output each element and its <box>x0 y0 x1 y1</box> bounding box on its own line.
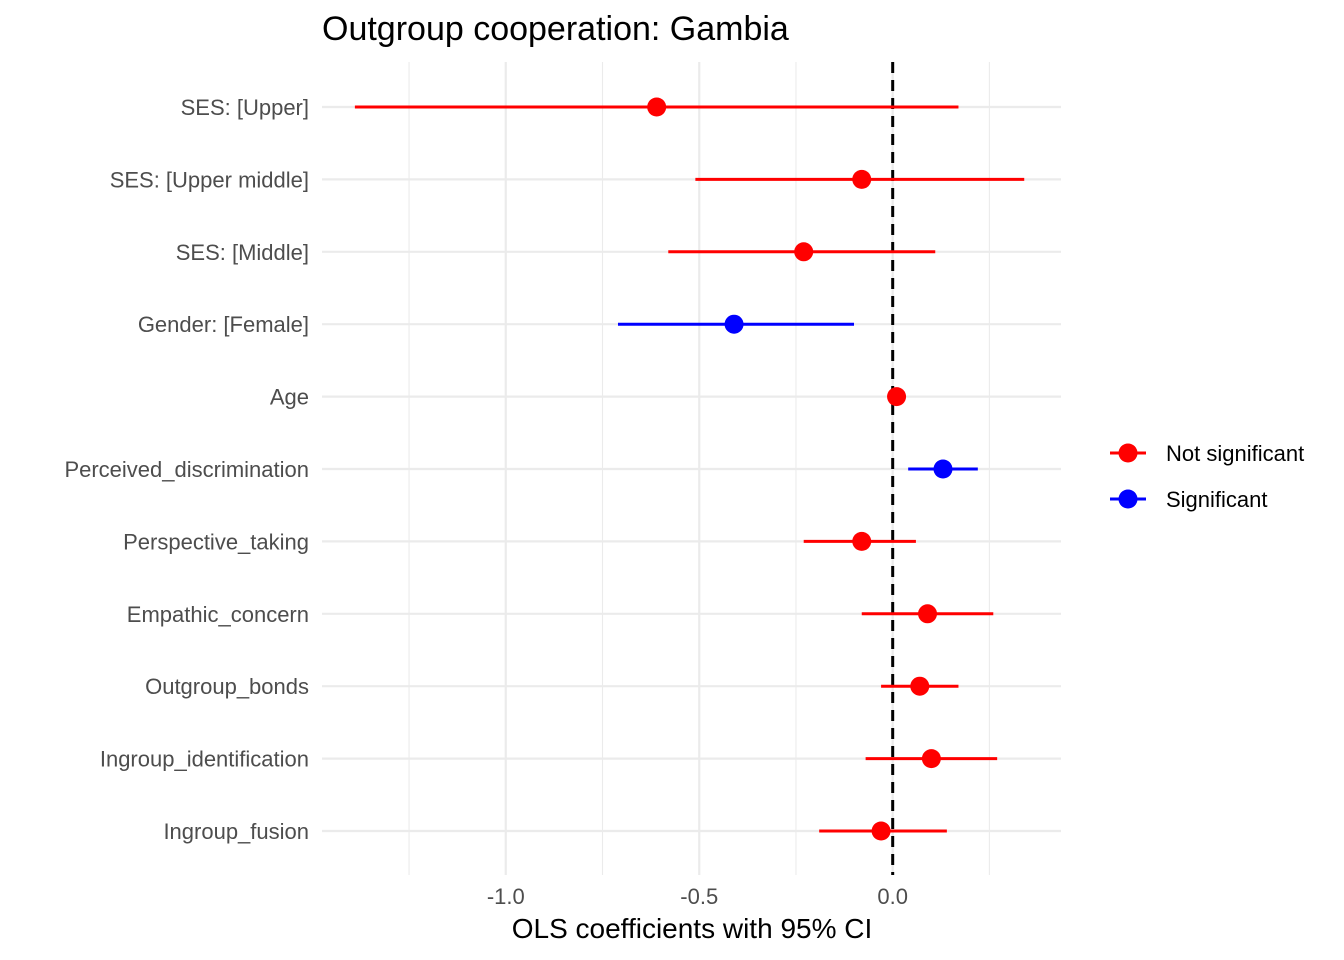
coefficient-point <box>910 676 930 696</box>
chart-title: Outgroup cooperation: Gambia <box>322 10 789 48</box>
coefficient-point <box>724 314 744 334</box>
coefficient-point <box>852 531 872 551</box>
coefficient-point <box>794 242 814 262</box>
coefficient-point <box>933 459 953 479</box>
coefficient-point <box>887 387 907 407</box>
x-tick-label: 0.0 <box>877 884 908 909</box>
y-tick-label: SES: [Upper] <box>181 95 309 120</box>
legend: Not significant Significant <box>1110 441 1304 512</box>
coefficient-point <box>918 604 938 624</box>
y-tick-label: Age <box>270 385 309 410</box>
y-tick-label: Perspective_taking <box>123 529 309 554</box>
legend-label: Not significant <box>1166 441 1304 466</box>
x-axis-tick-labels: -1.0 -0.5 0.0 <box>487 884 908 909</box>
y-tick-label: SES: [Middle] <box>176 240 309 265</box>
x-tick-label: -1.0 <box>487 884 525 909</box>
x-tick-label: -0.5 <box>680 884 718 909</box>
legend-key-point <box>1118 443 1138 463</box>
coefficient-point <box>852 169 872 189</box>
legend-label: Significant <box>1166 487 1268 512</box>
coefficient-point <box>921 749 941 769</box>
x-axis-label: OLS coefficients with 95% CI <box>512 913 873 944</box>
y-tick-label: Ingroup_fusion <box>163 819 309 844</box>
coefficient-marks <box>354 97 1025 841</box>
y-tick-label: SES: [Upper middle] <box>110 167 309 192</box>
coefficient-point <box>647 97 667 117</box>
coefficient-point <box>871 821 891 841</box>
y-tick-label: Ingroup_identification <box>100 747 309 772</box>
y-axis-tick-labels: SES: [Upper] SES: [Upper middle] SES: [Mid… <box>64 95 309 844</box>
y-tick-label: Gender: [Female] <box>138 312 309 337</box>
y-tick-label: Outgroup_bonds <box>145 674 309 699</box>
legend-key-point <box>1118 489 1138 509</box>
y-tick-label: Empathic_concern <box>127 602 309 627</box>
y-tick-label: Perceived_discrimination <box>64 457 309 482</box>
